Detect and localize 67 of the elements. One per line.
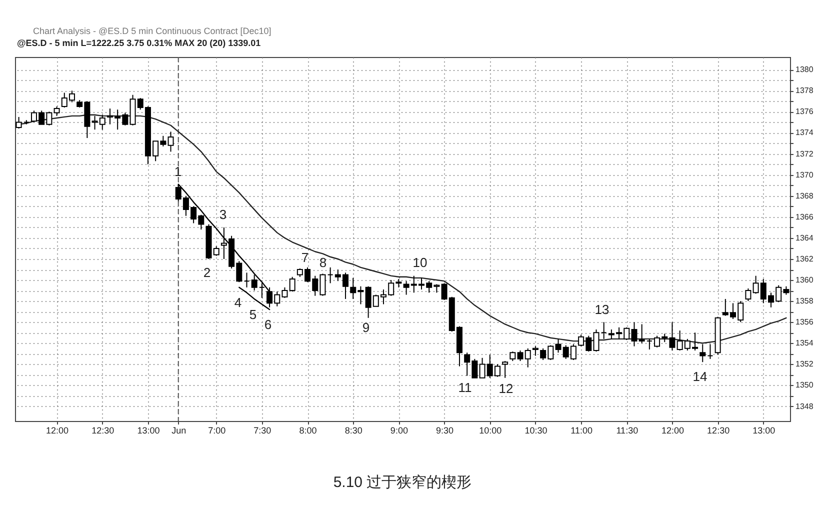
y-tick-label: 1380 [796, 65, 814, 74]
candlestick [638, 324, 645, 344]
y-tick-label: 1352 [796, 360, 814, 369]
x-tick-label: 11:30 [616, 426, 638, 436]
annotation: 8 [319, 255, 327, 270]
x-tick-label: 11:00 [570, 426, 592, 436]
y-tick-label: 1350 [796, 380, 814, 390]
text: 5.10 过于狭窄的楔形 [333, 474, 472, 491]
candlestick [168, 131, 174, 152]
x-tick-label: 8:30 [344, 426, 362, 436]
y-tick-label: 1366 [796, 212, 814, 222]
candlestick [289, 276, 296, 292]
x-tick-label: 9:30 [436, 426, 454, 436]
annotation: 2 [203, 265, 211, 280]
candlestick [707, 344, 714, 360]
y-tick-label: 1378 [796, 86, 814, 96]
annotation: 6 [264, 317, 272, 332]
y-tick-label: 1348 [796, 402, 814, 411]
annotation: 10 [412, 255, 428, 270]
y-tick-label: 1362 [796, 254, 814, 264]
x-tick-label: 10:30 [524, 426, 548, 436]
annotation: 4 [234, 295, 242, 310]
y-tick-label: 1368 [796, 191, 814, 200]
candlestick [593, 328, 600, 352]
x-tick-label: 12:30 [92, 426, 114, 436]
annotation: 12 [498, 381, 514, 396]
x-tick-label: Jun [172, 426, 186, 436]
y-tick-label: 1370 [796, 170, 814, 180]
candlestick [16, 116, 22, 130]
candlestick [700, 344, 706, 363]
candlestick [502, 360, 508, 378]
x-tick-label: 7:30 [254, 426, 272, 436]
candlestick [600, 322, 607, 340]
y-tick-label: 1374 [796, 128, 814, 138]
chart-subtitle: @ES.D - 5 min L=1222.25 3.75 0.31% MAX 20 (20) 1339.01 [17, 38, 261, 48]
x-tick-label: 8:00 [299, 426, 317, 436]
x-tick-label: 13:00 [752, 426, 776, 436]
annotation: 14 [692, 369, 708, 384]
candlestick [54, 106, 60, 116]
annotation: 5 [249, 307, 257, 322]
x-tick-label: 10:00 [479, 426, 502, 436]
y-tick-label: 1354 [796, 338, 814, 348]
y-tick-label: 1376 [796, 107, 814, 116]
text: Chart Analysis - @ES.D 5 min Continuous Contract [Dec10] [33, 26, 272, 36]
x-tick-label: 9:00 [390, 426, 408, 436]
y-tick-label: 1358 [796, 296, 814, 306]
annotation: 7 [301, 250, 309, 265]
y-tick-label: 1360 [796, 276, 814, 285]
annotation: 3 [219, 207, 227, 222]
y-tick-label: 1356 [796, 318, 814, 327]
candlestick [510, 351, 516, 362]
annotation: 9 [362, 320, 370, 335]
annotation: 11 [458, 380, 472, 395]
y-tick-label: 1372 [796, 149, 814, 158]
candlestick [244, 272, 250, 288]
candlestick [646, 338, 652, 350]
x-tick-label: 12:00 [661, 426, 684, 436]
x-tick-label: 12:30 [707, 426, 730, 436]
x-tick-label: 7:00 [208, 426, 226, 436]
y-tick-label: 1364 [796, 233, 814, 242]
candlestick [327, 266, 334, 284]
annotation: 1 [174, 164, 182, 179]
annotation: 13 [594, 302, 610, 317]
x-tick-label: 12:00 [46, 426, 69, 436]
candlestick [532, 346, 538, 356]
x-tick-label: 13:00 [137, 426, 160, 436]
candlestick [745, 288, 752, 302]
